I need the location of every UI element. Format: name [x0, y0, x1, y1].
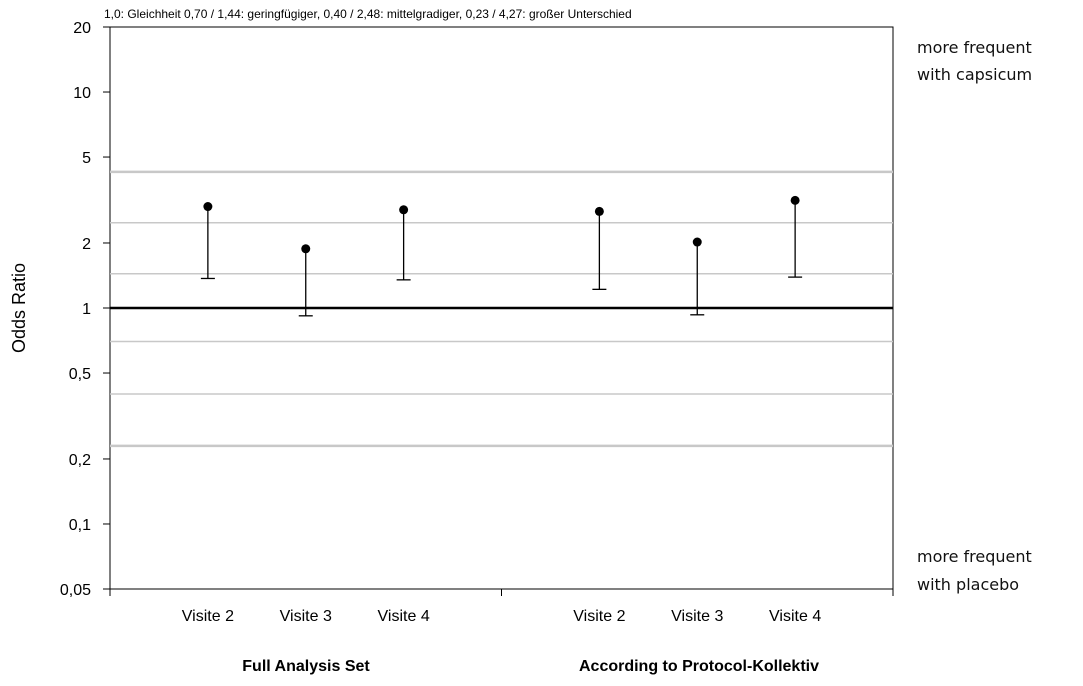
x-category-label: Visite 4 — [378, 608, 430, 625]
y-tick-label: 0,05 — [60, 582, 91, 599]
annotation-upper-line2: with capsicum — [917, 65, 1032, 84]
chart-title: 1,0: Gleichheit 0,70 / 1,44: geringfügig… — [104, 7, 632, 21]
x-category-label: Visite 4 — [769, 608, 821, 625]
annotation-upper-line1: more frequent — [917, 38, 1032, 57]
reference-lines — [110, 170, 893, 448]
group-label-full-analysis-set: Full Analysis Set — [242, 658, 370, 675]
y-tick-label: 0,1 — [69, 517, 91, 534]
annotation-lower-line1: more frequent — [917, 547, 1032, 566]
data-point — [301, 244, 311, 254]
data-point — [594, 206, 604, 216]
y-tick-label: 5 — [82, 150, 91, 167]
x-axis-ticks: Visite 2 Visite 3 Visite 4 Visite 2 Visite 3… — [109, 589, 894, 625]
y-tick-label: 0,5 — [69, 366, 91, 383]
x-category-label: Visite 3 — [280, 608, 332, 625]
group-label-according-to-protocol: According to Protocol-Kollektiv — [579, 658, 819, 675]
x-category-label: Visite 2 — [573, 608, 625, 625]
x-category-label: Visite 3 — [671, 608, 723, 625]
data-point — [790, 195, 800, 205]
y-tick-label: 2 — [82, 236, 91, 253]
annotation-lower-line2: with placebo — [917, 575, 1019, 594]
y-tick-label: 10 — [73, 85, 91, 102]
y-tick-label: 20 — [73, 20, 91, 37]
y-axis-label: Odds Ratio — [9, 263, 29, 353]
data-point — [399, 205, 409, 215]
y-tick-label: 1 — [82, 301, 91, 318]
y-tick-label: 0,2 — [69, 452, 91, 469]
data-marks — [200, 195, 803, 317]
x-category-label: Visite 2 — [182, 608, 234, 625]
data-point — [692, 237, 702, 247]
y-axis-ticks: 20 10 5 2 1 0,5 0,2 0,1 0,05 — [60, 20, 110, 599]
data-point — [203, 202, 213, 212]
